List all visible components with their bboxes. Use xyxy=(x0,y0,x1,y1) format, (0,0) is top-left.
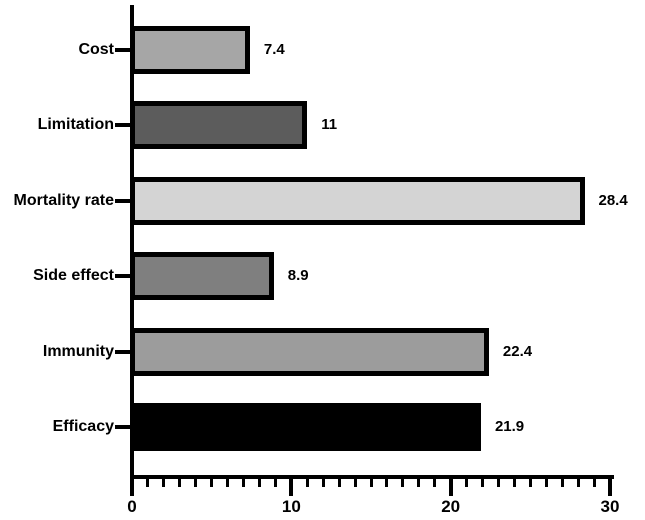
x-minor-tick xyxy=(465,479,469,487)
x-minor-tick xyxy=(560,479,564,487)
y-tick xyxy=(115,425,132,429)
x-tick-label: 30 xyxy=(600,497,620,516)
category-label: Cost xyxy=(78,41,114,58)
bar xyxy=(130,403,481,451)
x-minor-tick xyxy=(481,479,485,487)
x-minor-tick xyxy=(321,479,325,487)
x-tick-label: 20 xyxy=(441,497,461,516)
category-label: Immunity xyxy=(42,342,114,360)
x-minor-tick xyxy=(353,479,357,487)
x-minor-tick xyxy=(242,479,246,487)
x-minor-tick xyxy=(401,479,405,487)
x-minor-tick xyxy=(194,479,198,487)
value-label: 28.4 xyxy=(598,191,628,209)
category-label: Side effect xyxy=(33,267,114,285)
x-tick-label: 10 xyxy=(281,497,301,516)
value-label: 11 xyxy=(321,116,338,134)
x-major-tick xyxy=(130,479,134,496)
x-minor-tick xyxy=(337,479,341,487)
y-tick xyxy=(115,198,132,203)
x-minor-tick xyxy=(544,479,548,487)
x-minor-tick xyxy=(146,479,150,487)
x-minor-tick xyxy=(512,479,516,487)
bar xyxy=(130,252,274,301)
category-label: Efficacy xyxy=(52,418,114,435)
x-minor-tick xyxy=(433,479,437,487)
category-label: Limitation xyxy=(37,116,114,134)
value-label: 7.4 xyxy=(263,41,285,58)
x-minor-tick xyxy=(305,479,309,487)
bar xyxy=(130,327,489,376)
x-minor-tick xyxy=(496,479,500,487)
x-minor-tick xyxy=(576,479,580,487)
x-major-tick xyxy=(608,479,612,496)
bar xyxy=(130,101,308,150)
x-minor-tick xyxy=(162,479,166,487)
x-minor-tick xyxy=(592,479,596,487)
x-major-tick xyxy=(448,479,453,496)
y-tick xyxy=(115,274,132,279)
x-minor-tick xyxy=(273,479,277,487)
y-tick xyxy=(115,48,132,52)
x-minor-tick xyxy=(257,479,261,487)
x-minor-tick xyxy=(369,479,373,487)
x-minor-tick xyxy=(178,479,182,487)
category-label: Mortality rate xyxy=(13,191,114,209)
x-major-tick xyxy=(289,479,294,496)
x-minor-tick xyxy=(210,479,214,487)
x-axis-line xyxy=(130,475,614,479)
x-minor-tick xyxy=(417,479,421,487)
x-tick-label: 0 xyxy=(127,497,137,516)
y-tick xyxy=(115,349,132,354)
value-label: 21.9 xyxy=(494,418,525,435)
value-label: 22.4 xyxy=(502,342,533,360)
bar xyxy=(130,176,585,225)
x-minor-tick xyxy=(528,479,532,487)
bar xyxy=(130,26,250,74)
x-minor-tick xyxy=(226,479,230,487)
y-axis-line xyxy=(130,5,134,479)
y-tick xyxy=(115,123,132,128)
value-label: 8.9 xyxy=(287,267,309,285)
x-minor-tick xyxy=(385,479,389,487)
